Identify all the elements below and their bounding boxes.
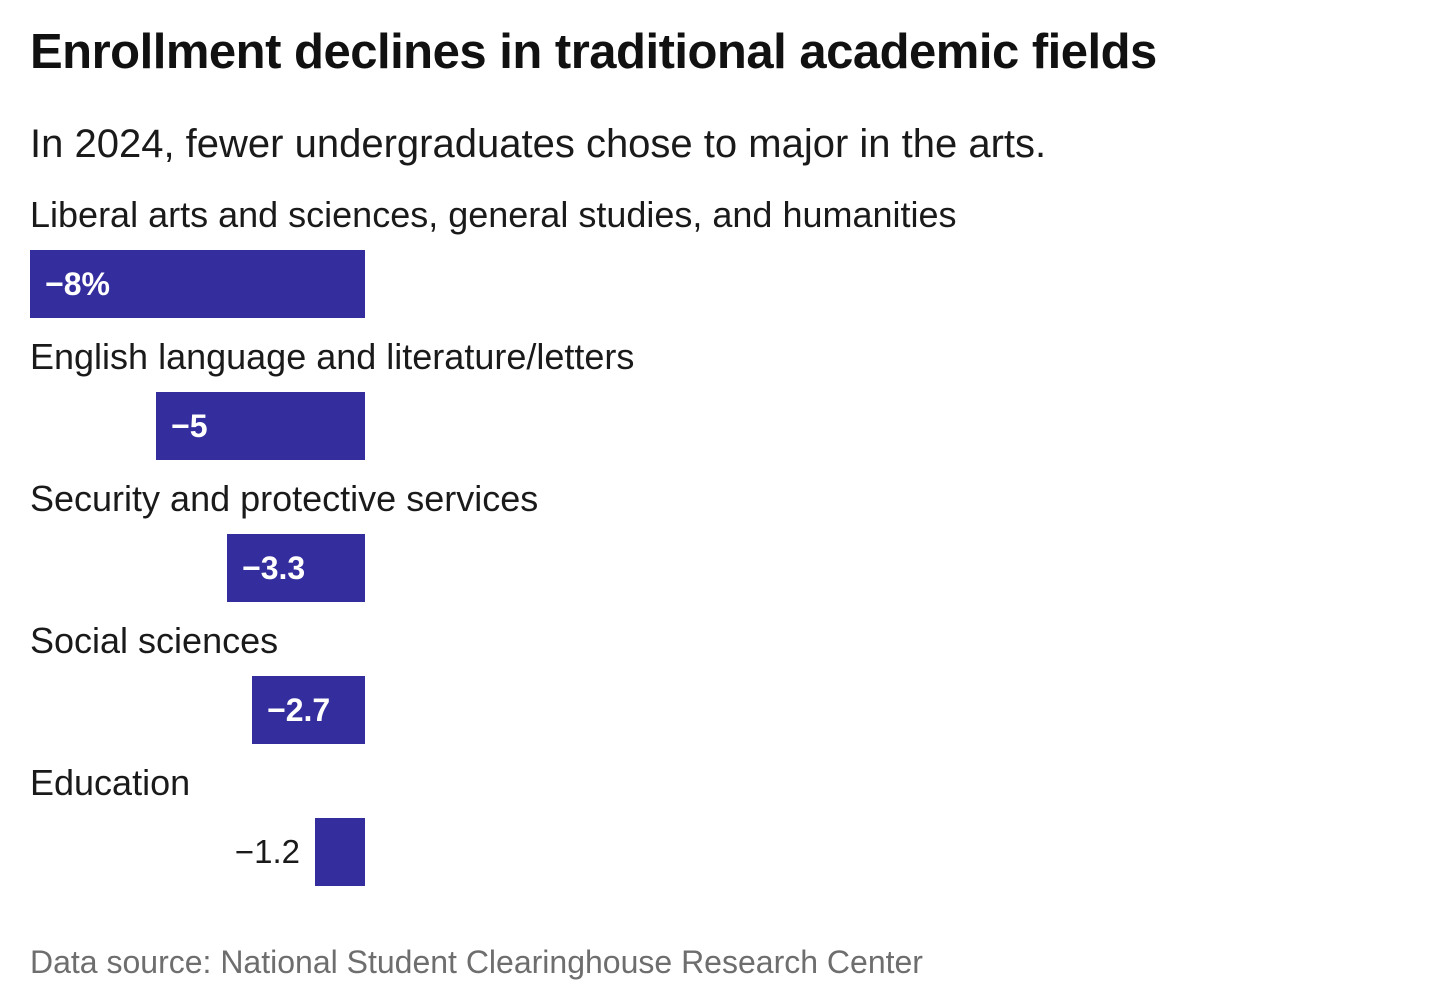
bar-value-label-outside: −1.2 [234, 833, 300, 870]
bar-chart: Liberal arts and sciences, general studi… [30, 194, 1410, 886]
bar-value-label: −5 [171, 407, 208, 444]
chart-subtitle: In 2024, fewer undergraduates chose to m… [30, 122, 1047, 166]
chart-title: Enrollment declines in traditional acade… [30, 25, 1157, 79]
bar-group: Social sciences −2.7 −2.7 [30, 620, 1410, 744]
data-source-note: Data source: National Student Clearingho… [30, 944, 923, 980]
bar: −1.2 [315, 818, 365, 886]
bar-row: −2.7 −2.7 [30, 676, 365, 744]
bar-row: −5 −5 [30, 392, 365, 460]
bar-value-label: −8% [45, 265, 110, 302]
bar: −2.7 [252, 676, 365, 744]
bar: −3.3 [227, 534, 365, 602]
category-label: Education [30, 762, 191, 803]
bar-row: −1.2 −1.2 [30, 818, 365, 886]
bar-group: Security and protective services −3.3 −3… [30, 478, 1410, 602]
bar-value-label: −2.7 [267, 691, 331, 728]
category-label: Security and protective services [30, 478, 539, 519]
category-label: Liberal arts and sciences, general studi… [30, 194, 957, 235]
bar-row: −8% −8% [30, 250, 365, 318]
bar-group: Education −1.2 −1.2 [30, 762, 1410, 886]
category-label: Social sciences [30, 620, 279, 661]
bar: −5 [156, 392, 365, 460]
bar-group: English language and literature/letters … [30, 336, 1410, 460]
bar-group: Liberal arts and sciences, general studi… [30, 194, 1410, 318]
category-label: English language and literature/letters [30, 336, 635, 377]
bar: −8% [30, 250, 365, 318]
bar-row: −3.3 −3.3 [30, 534, 365, 602]
bar-value-label: −3.3 [242, 549, 306, 586]
